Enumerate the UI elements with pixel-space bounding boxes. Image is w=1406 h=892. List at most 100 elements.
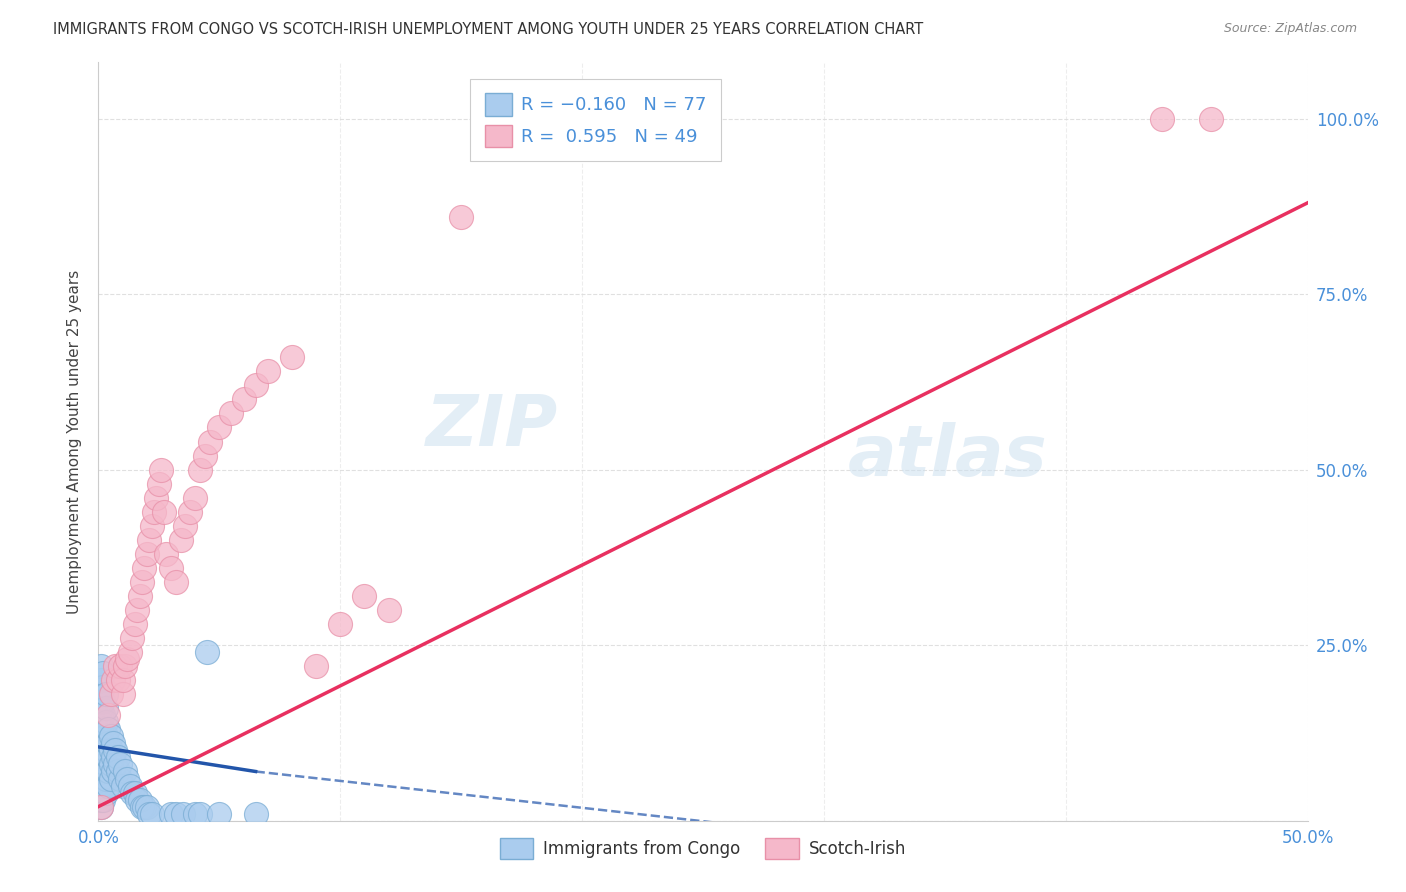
Point [90,701,112,715]
Point [94,715,117,730]
Point [108,659,131,673]
Point [108,772,131,786]
Point [111,673,134,688]
Point [100,757,122,772]
Point [111,779,134,793]
Point [108,757,131,772]
Point [150,462,173,476]
Point [104,757,127,772]
Point [91,723,114,737]
Point [450,210,472,224]
Point [141,806,163,821]
Point [1152,112,1174,126]
Point [91,694,114,708]
Point [165,574,187,589]
Point [188,462,211,476]
Point [90,799,112,814]
Point [121,631,143,645]
Point [101,673,124,688]
Point [104,743,127,757]
Point [90,772,112,786]
Point [94,730,117,744]
Point [184,806,207,821]
Point [97,750,120,764]
Point [90,786,112,800]
Point [174,518,197,533]
Y-axis label: Unemployment Among Youth under 25 years: Unemployment Among Youth under 25 years [67,269,83,614]
Point [169,533,191,547]
Point [329,617,352,632]
Point [148,476,170,491]
Point [134,799,156,814]
Point [94,687,117,701]
Point [117,652,139,666]
Point [165,806,187,821]
Point [90,708,112,723]
Point [90,799,112,814]
Point [90,792,112,806]
Point [100,743,122,757]
Point [195,645,218,659]
Point [104,659,127,673]
Point [111,687,134,701]
Point [90,743,112,757]
Point [208,806,231,821]
Point [90,723,112,737]
Point [117,772,139,786]
Point [124,786,146,800]
Point [90,757,112,772]
Point [134,561,156,575]
Point [188,806,211,821]
Point [94,757,117,772]
Point [172,806,194,821]
Point [100,687,122,701]
Legend: Immigrants from Congo, Scotch-Irish: Immigrants from Congo, Scotch-Irish [494,831,912,865]
Point [90,750,112,764]
Point [245,806,267,821]
Point [101,750,124,764]
Point [91,750,114,764]
Point [179,505,201,519]
Point [131,799,153,814]
Point [97,708,120,723]
Point [138,533,160,547]
Point [94,701,117,715]
Point [155,547,177,561]
Point [353,589,375,603]
Point [138,806,160,821]
Point [90,694,112,708]
Point [118,645,141,659]
Point [160,806,183,821]
Point [101,764,124,779]
Point [94,743,117,757]
Point [208,420,231,434]
Point [232,392,254,407]
Point [90,680,112,694]
Point [305,659,328,673]
Point [90,687,112,701]
Point [131,574,153,589]
Point [90,715,112,730]
Text: atlas: atlas [848,422,1047,491]
Point [101,736,124,750]
Point [127,792,149,806]
Point [90,764,112,779]
Point [114,764,136,779]
Point [91,666,114,681]
Point [128,792,150,806]
Point [90,779,112,793]
Point [135,799,157,814]
Point [128,589,150,603]
Point [184,491,207,505]
Point [90,730,112,744]
Point [107,673,129,688]
Point [377,603,399,617]
Point [152,505,174,519]
Point [141,518,163,533]
Point [107,750,129,764]
Point [256,364,278,378]
Point [118,779,141,793]
Point [90,736,112,750]
Point [107,764,129,779]
Point [145,491,167,505]
